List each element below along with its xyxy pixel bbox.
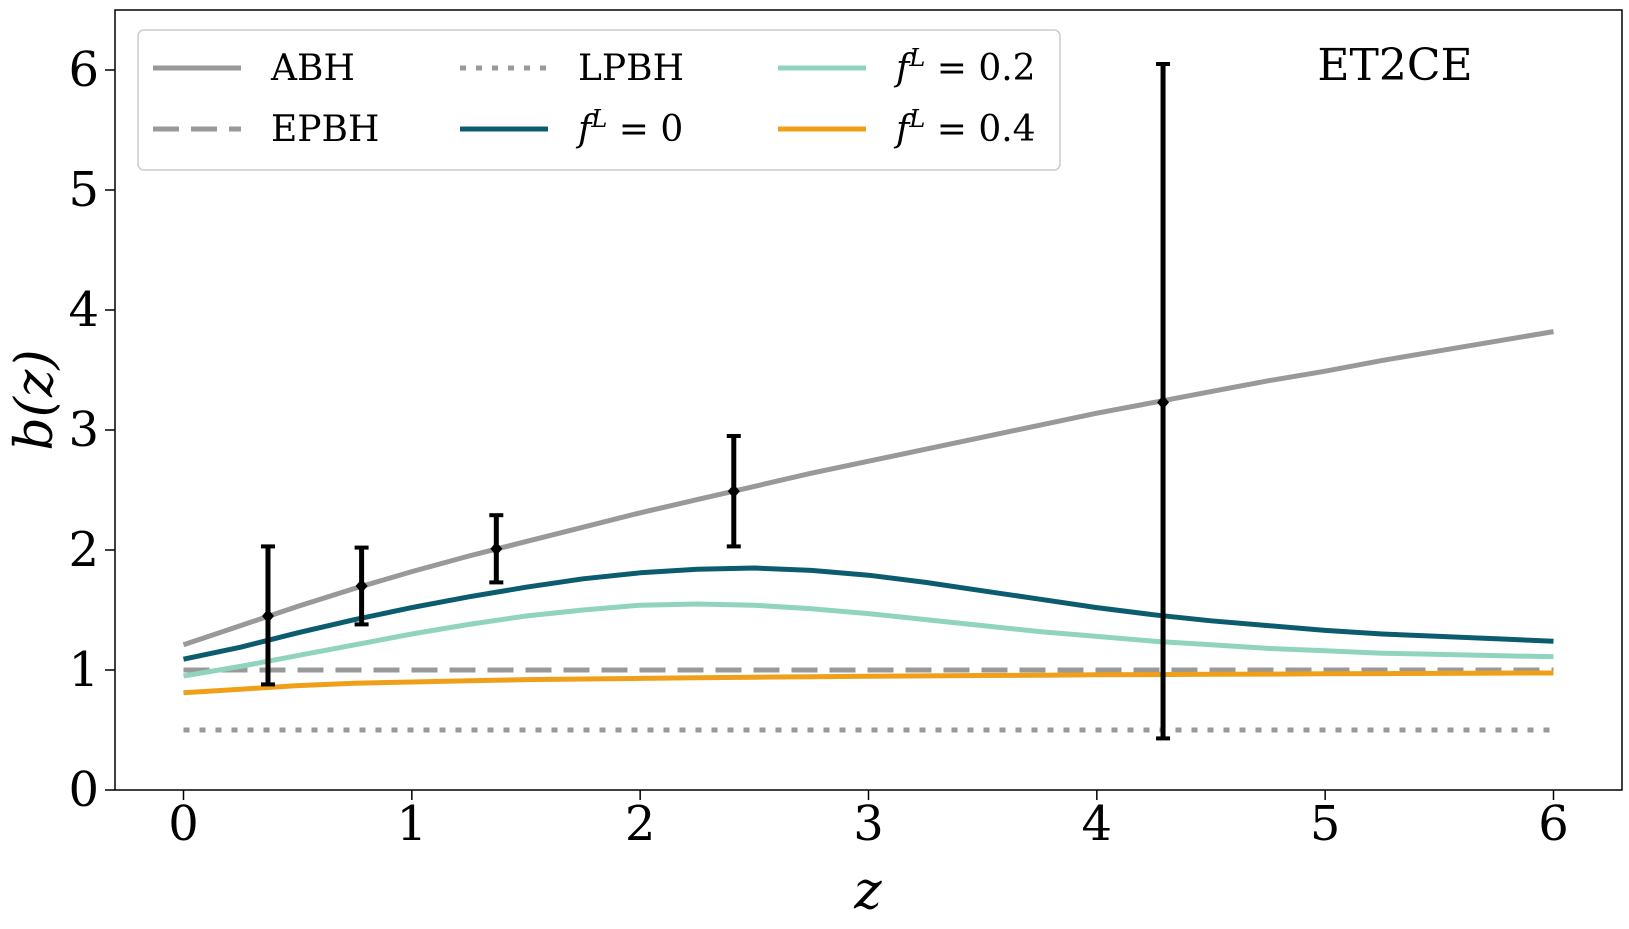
annotation-label: ET2CE: [1317, 40, 1472, 91]
y-tick-label-3: 3: [68, 402, 99, 458]
x-axis-label: z: [853, 861, 882, 921]
legend-label-f-l-0: fL = 0: [575, 105, 683, 150]
x-tick-label-6: 6: [1538, 796, 1569, 852]
x-tick-label-4: 4: [1082, 796, 1113, 852]
tick-layer: 0 1 2 3 4 5 6 0 1 2 3 4 5 6: [68, 42, 1568, 852]
legend-label-epbh: EPBH: [271, 109, 379, 150]
y-tick-label-0: 0: [68, 762, 99, 818]
series-line-abh: [182, 329, 1554, 648]
y-tick-label-4: 4: [68, 282, 99, 338]
errorbar-point-2: [355, 579, 368, 593]
legend-box: [137, 29, 1061, 171]
y-tick-label-2: 2: [68, 522, 99, 578]
x-tick-label-0: 0: [168, 796, 199, 852]
errorbar-point-5: [1157, 395, 1170, 410]
errorbar-point-4: [727, 484, 740, 499]
x-tick-label-1: 1: [397, 796, 428, 852]
legend-label-f-l-0-2: fL = 0.2: [893, 44, 1036, 89]
x-tick-label-3: 3: [853, 796, 884, 852]
y-tick-label-6: 6: [68, 42, 99, 98]
y-tick-label-1: 1: [68, 642, 99, 698]
y-tick-label-5: 5: [68, 162, 99, 218]
series-layer: [182, 329, 1554, 733]
legend-label-abh: ABH: [270, 48, 355, 89]
errorbar-layer: [260, 62, 1171, 741]
legend-label-lpbh: LPBH: [578, 48, 684, 89]
errorbar-point-1: [261, 609, 274, 623]
series-line-f-l-0-2: [183, 601, 1554, 679]
series-line-f-l-0: [182, 565, 1554, 662]
x-tick-label-2: 2: [625, 796, 656, 852]
x-tick-label-5: 5: [1310, 796, 1341, 852]
errorbar-point-3: [490, 541, 503, 556]
y-axis-label: b(z): [5, 349, 65, 450]
series-line-f-l-0-4: [183, 670, 1554, 696]
